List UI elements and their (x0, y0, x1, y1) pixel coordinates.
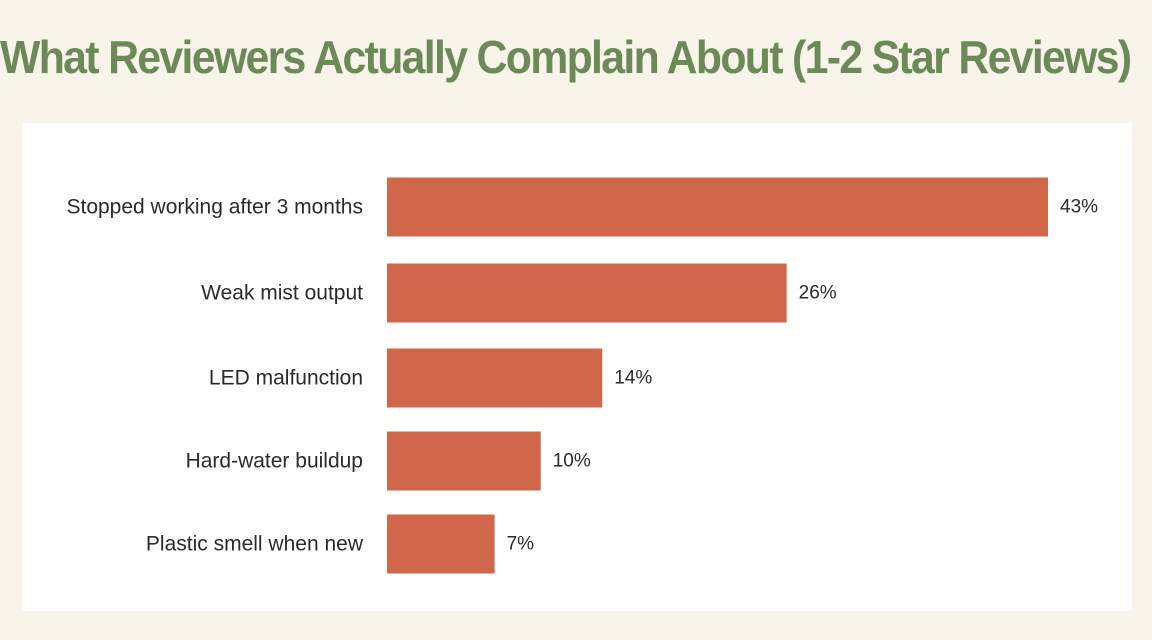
chart-panel: Stopped working after 3 months 43% Weak mi… (22, 123, 1132, 611)
chart-title: What Reviewers Actually Complain About (… (0, 31, 1132, 83)
value-label-1: 26% (799, 283, 837, 304)
value-label-0: 43% (1060, 197, 1098, 218)
category-label-1: Weak mist output (201, 282, 363, 305)
value-label-4: 7% (507, 534, 535, 555)
bar-chart: Stopped working after 3 months 43% Weak mi… (66, 177, 1098, 574)
bar-1 (387, 263, 787, 323)
value-label-3: 10% (553, 451, 591, 472)
bar-3 (387, 431, 541, 491)
category-label-2: LED malfunction (209, 367, 363, 390)
value-label-2: 14% (614, 368, 652, 389)
bar-4 (387, 514, 495, 574)
category-label-3: Hard-water buildup (186, 450, 363, 473)
category-label-4: Plastic smell when new (146, 533, 364, 556)
bar-0 (387, 177, 1048, 237)
category-label-0: Stopped working after 3 months (66, 196, 363, 219)
bar-2 (387, 348, 603, 408)
